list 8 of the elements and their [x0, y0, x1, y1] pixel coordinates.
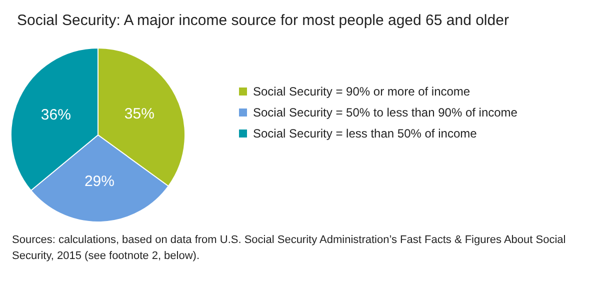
- chart-title: Social Security: A major income source for most people aged 65 and older: [17, 12, 509, 29]
- legend-label: Social Security = 50% to less than 90% of income: [253, 106, 518, 120]
- data-label: 36%: [40, 106, 71, 124]
- source-note: Sources: calculations, based on data from U.S. Social Security Administration’s Fast Facts & Figures About Social Security, 2015 (see footnote 2, below).: [12, 233, 567, 264]
- data-label: 35%: [124, 105, 154, 122]
- data-label: 29%: [84, 172, 114, 190]
- legend-label: Social Security = less than 50% of income: [253, 126, 478, 140]
- legend-label: Social Security = 90% or more of income: [253, 84, 470, 98]
